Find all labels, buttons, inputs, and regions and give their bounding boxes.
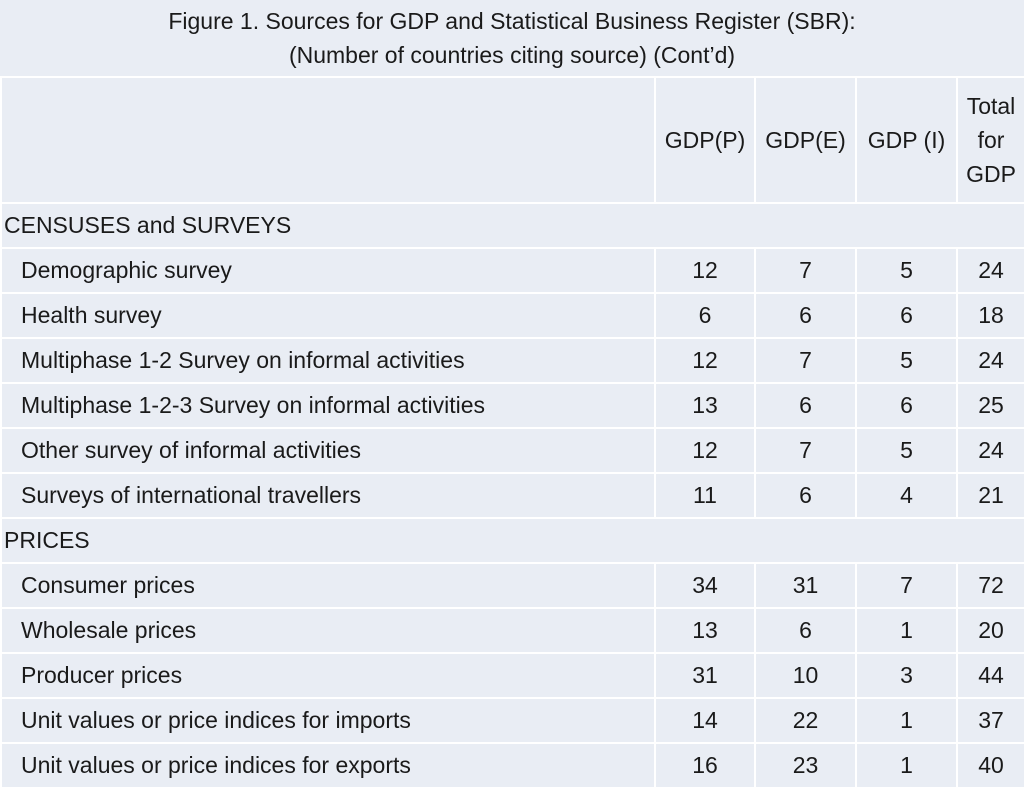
caption-line-1: Figure 1. Sources for GDP and Statistica… bbox=[168, 8, 856, 34]
cell-gdp-i: 5 bbox=[855, 427, 958, 474]
cell-gdp-e: 7 bbox=[754, 427, 857, 474]
cell-gdp-i: 5 bbox=[855, 247, 958, 294]
cell-gdp-p: 13 bbox=[654, 382, 756, 429]
figure-caption: Figure 1. Sources for GDP and Statistica… bbox=[0, 0, 1024, 76]
table-row: Surveys of international travellers 11 6… bbox=[0, 472, 1024, 519]
cell-gdp-i: 6 bbox=[855, 292, 958, 339]
cell-total: 44 bbox=[956, 652, 1024, 699]
cell-total: 24 bbox=[956, 337, 1024, 384]
table-row: Wholesale prices 13 6 1 20 bbox=[0, 607, 1024, 654]
cell-gdp-p: 14 bbox=[654, 697, 756, 744]
cell-gdp-e: 23 bbox=[754, 742, 857, 789]
header-label-cell bbox=[0, 76, 656, 204]
section-row-prices: PRICES bbox=[0, 517, 1024, 564]
header-gdp-e: GDP(E) bbox=[754, 76, 857, 204]
cell-gdp-i: 4 bbox=[855, 472, 958, 519]
cell-gdp-e: 6 bbox=[754, 292, 857, 339]
cell-gdp-p: 12 bbox=[654, 337, 756, 384]
cell-gdp-e: 6 bbox=[754, 472, 857, 519]
caption-line-2: (Number of countries citing source) (Con… bbox=[288, 42, 736, 68]
cell-total: 24 bbox=[956, 247, 1024, 294]
cell-gdp-e: 31 bbox=[754, 562, 857, 609]
cell-gdp-i: 1 bbox=[855, 607, 958, 654]
header-gdp-p: GDP(P) bbox=[654, 76, 756, 204]
sources-table: GDP(P) GDP(E) GDP (I) Total for GDP CENS… bbox=[0, 76, 1024, 789]
cell-gdp-i: 3 bbox=[855, 652, 958, 699]
table-row: Health survey 6 6 6 18 bbox=[0, 292, 1024, 339]
row-label: Unit values or price indices for exports bbox=[0, 742, 656, 789]
table-row: Unit values or price indices for imports… bbox=[0, 697, 1024, 744]
row-label: Consumer prices bbox=[0, 562, 656, 609]
cell-gdp-i: 5 bbox=[855, 337, 958, 384]
cell-total: 25 bbox=[956, 382, 1024, 429]
cell-total: 21 bbox=[956, 472, 1024, 519]
cell-gdp-p: 31 bbox=[654, 652, 756, 699]
header-total-line-3: GDP bbox=[966, 161, 1016, 187]
cell-gdp-p: 12 bbox=[654, 247, 756, 294]
section-title: CENSUSES and SURVEYS bbox=[0, 202, 1024, 249]
header-total-line-1: Total bbox=[966, 93, 1016, 119]
row-label: Wholesale prices bbox=[0, 607, 656, 654]
cell-gdp-e: 7 bbox=[754, 247, 857, 294]
header-total-for-gdp: Total for GDP bbox=[956, 76, 1024, 204]
row-label: Surveys of international travellers bbox=[0, 472, 656, 519]
cell-gdp-p: 34 bbox=[654, 562, 756, 609]
cell-gdp-i: 7 bbox=[855, 562, 958, 609]
cell-total: 37 bbox=[956, 697, 1024, 744]
table-row: Producer prices 31 10 3 44 bbox=[0, 652, 1024, 699]
row-label: Other survey of informal activities bbox=[0, 427, 656, 474]
row-label: Multiphase 1-2-3 Survey on informal acti… bbox=[0, 382, 656, 429]
cell-total: 20 bbox=[956, 607, 1024, 654]
row-label: Health survey bbox=[0, 292, 656, 339]
cell-gdp-p: 6 bbox=[654, 292, 756, 339]
table-header-row: GDP(P) GDP(E) GDP (I) Total for GDP bbox=[0, 76, 1024, 204]
cell-total: 18 bbox=[956, 292, 1024, 339]
table-row: Multiphase 1-2-3 Survey on informal acti… bbox=[0, 382, 1024, 429]
table-row: Consumer prices 34 31 7 72 bbox=[0, 562, 1024, 609]
row-label: Multiphase 1-2 Survey on informal activi… bbox=[0, 337, 656, 384]
cell-gdp-e: 7 bbox=[754, 337, 857, 384]
cell-total: 24 bbox=[956, 427, 1024, 474]
cell-gdp-p: 16 bbox=[654, 742, 756, 789]
table-row: Demographic survey 12 7 5 24 bbox=[0, 247, 1024, 294]
header-gdp-i: GDP (I) bbox=[855, 76, 958, 204]
cell-total: 72 bbox=[956, 562, 1024, 609]
cell-gdp-e: 22 bbox=[754, 697, 857, 744]
cell-gdp-i: 1 bbox=[855, 697, 958, 744]
row-label: Producer prices bbox=[0, 652, 656, 699]
cell-gdp-p: 13 bbox=[654, 607, 756, 654]
cell-gdp-e: 10 bbox=[754, 652, 857, 699]
table-row: Multiphase 1-2 Survey on informal activi… bbox=[0, 337, 1024, 384]
row-label: Unit values or price indices for imports bbox=[0, 697, 656, 744]
cell-gdp-p: 12 bbox=[654, 427, 756, 474]
cell-gdp-e: 6 bbox=[754, 607, 857, 654]
cell-gdp-p: 11 bbox=[654, 472, 756, 519]
row-label: Demographic survey bbox=[0, 247, 656, 294]
table-row: Other survey of informal activities 12 7… bbox=[0, 427, 1024, 474]
table-row: Unit values or price indices for exports… bbox=[0, 742, 1024, 789]
cell-gdp-i: 6 bbox=[855, 382, 958, 429]
cell-gdp-i: 1 bbox=[855, 742, 958, 789]
section-row-censuses-surveys: CENSUSES and SURVEYS bbox=[0, 202, 1024, 249]
cell-total: 40 bbox=[956, 742, 1024, 789]
header-total-line-2: for bbox=[977, 127, 1005, 153]
cell-gdp-e: 6 bbox=[754, 382, 857, 429]
section-title: PRICES bbox=[0, 517, 1024, 564]
